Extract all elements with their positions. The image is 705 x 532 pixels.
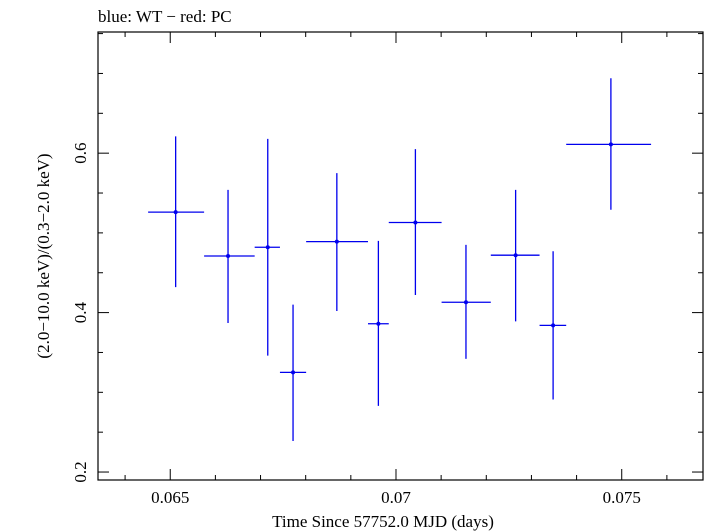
data-point xyxy=(291,370,296,375)
data-point xyxy=(226,254,231,258)
x-axis-label: Time Since 57752.0 MJD (days) xyxy=(272,512,494,531)
data-point xyxy=(265,245,270,250)
plot-frame xyxy=(97,31,704,481)
data-point xyxy=(334,239,339,244)
y-axis-label: (2.0−10.0 keV)/(0.3−2.0 keV) xyxy=(34,153,53,358)
axis-tick-labels: 0.065 0.07 0.075 0.2 0.4 0.6 xyxy=(71,143,641,507)
data-points xyxy=(148,78,652,441)
data-point xyxy=(608,142,613,147)
data-point xyxy=(413,220,418,225)
x-tick-label: 0.065 xyxy=(151,488,189,507)
y-tick-label: 0.4 xyxy=(71,301,90,323)
chart-title: blue: WT − red: PC xyxy=(98,7,232,26)
data-point xyxy=(551,323,556,328)
data-point xyxy=(376,321,381,326)
data-point xyxy=(173,210,178,215)
y-tick-label: 0.6 xyxy=(71,143,90,164)
x-tick-label: 0.07 xyxy=(381,488,411,507)
data-point xyxy=(463,300,468,305)
x-tick-label: 0.075 xyxy=(603,488,641,507)
data-point xyxy=(513,253,518,258)
axis-ticks xyxy=(98,32,703,480)
y-tick-label: 0.2 xyxy=(71,461,90,482)
